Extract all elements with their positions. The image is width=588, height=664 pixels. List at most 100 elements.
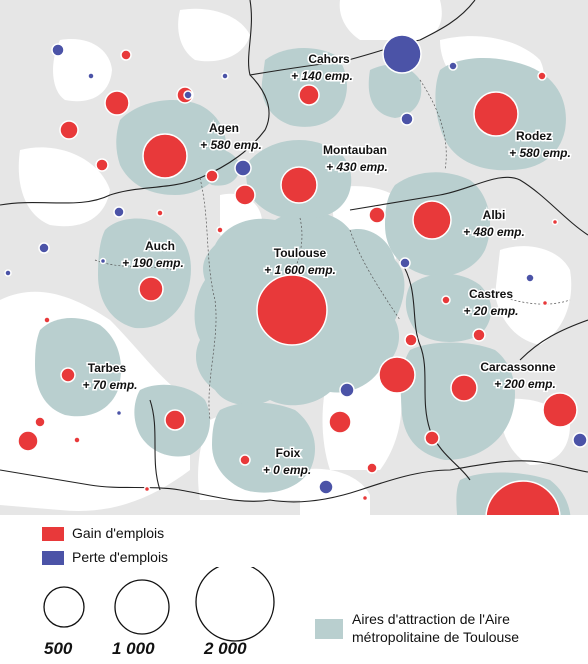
narbonne-loss-circle bbox=[572, 432, 588, 448]
small-gain-8 bbox=[441, 295, 451, 305]
size-label-500: 500 bbox=[44, 639, 73, 658]
borders bbox=[0, 0, 588, 503]
small-gain-16 bbox=[361, 494, 369, 502]
villeneuve-circle bbox=[59, 120, 79, 140]
small-gain-7 bbox=[537, 71, 547, 81]
loss-circle-1 bbox=[51, 43, 65, 57]
legend: Gain d'emplois Perte d'emplois 500 1 000… bbox=[0, 515, 588, 664]
foix-loss-circle bbox=[318, 479, 334, 495]
small-gain-9 bbox=[73, 436, 81, 444]
montauban-circle bbox=[280, 166, 318, 204]
lourdes-circle bbox=[17, 430, 39, 452]
cahors-circle bbox=[298, 84, 320, 106]
small-gain-17 bbox=[551, 218, 559, 226]
area-legend-label-1: Aires d'attraction de l'Aire bbox=[352, 611, 510, 627]
loss-circle-3 bbox=[399, 257, 411, 269]
area-swatch bbox=[315, 619, 343, 639]
svg-text:+ 0 emp.: + 0 emp. bbox=[263, 463, 311, 477]
gain-legend-label: Gain d'emplois bbox=[72, 525, 165, 541]
loss-circle-4 bbox=[38, 242, 50, 254]
auch-circle bbox=[138, 276, 164, 302]
small-gain-3 bbox=[34, 416, 46, 428]
gaillac-circle bbox=[368, 206, 386, 224]
small-gain-18 bbox=[541, 299, 549, 307]
city-label-castres: Castres + 20 emp. bbox=[462, 286, 520, 320]
svg-text:+ 190 emp.: + 190 emp. bbox=[122, 256, 184, 270]
svg-text:Agen: Agen bbox=[209, 121, 239, 135]
rodez-circle bbox=[473, 91, 519, 137]
svg-text:Carcassonne: Carcassonne bbox=[480, 360, 556, 374]
loss-circle-5 bbox=[113, 206, 125, 218]
castelsarrasin-circle bbox=[234, 184, 256, 206]
narbonne-circle bbox=[542, 392, 578, 428]
loss-circle-9 bbox=[525, 273, 535, 283]
size-legend bbox=[43, 567, 275, 642]
svg-text:Auch: Auch bbox=[145, 239, 175, 253]
city-labels: Cahors + 140 emp. Agen + 580 emp. Montau… bbox=[81, 51, 573, 479]
small-gain-1 bbox=[95, 158, 109, 172]
small-gain-5 bbox=[239, 454, 251, 466]
city-label-foix: Foix + 0 emp. bbox=[261, 445, 312, 479]
area-legend-label-2: métropolitaine de Toulouse bbox=[352, 629, 520, 645]
toulouse-circle bbox=[256, 274, 328, 346]
city-label-rodez: Rodez + 580 emp. bbox=[508, 128, 573, 162]
loss-circle-8 bbox=[221, 72, 229, 80]
small-gain-13 bbox=[216, 226, 224, 234]
svg-text:+ 140 emp.: + 140 emp. bbox=[291, 69, 353, 83]
loss-circle-12 bbox=[87, 72, 95, 80]
albi-circle bbox=[412, 200, 452, 240]
size-500-circle bbox=[43, 586, 85, 628]
svg-text:+ 70 emp.: + 70 emp. bbox=[82, 378, 137, 392]
svg-text:+ 580 emp.: + 580 emp. bbox=[509, 146, 571, 160]
limoux-circle bbox=[424, 430, 440, 446]
loss-circle-2 bbox=[400, 112, 414, 126]
small-gain-15 bbox=[143, 485, 151, 493]
city-label-cahors: Cahors + 140 emp. bbox=[290, 51, 355, 85]
small-gain-14 bbox=[43, 316, 51, 324]
svg-text:+ 1 600 emp.: + 1 600 emp. bbox=[264, 263, 336, 277]
svg-text:Cahors: Cahors bbox=[308, 52, 350, 66]
city-label-auch: Auch + 190 emp. bbox=[121, 238, 186, 272]
loss-circle-7 bbox=[448, 61, 458, 71]
size-label-2000: 2 000 bbox=[204, 639, 247, 658]
carcassonne-circle bbox=[450, 374, 478, 402]
small-gain-2 bbox=[205, 169, 219, 183]
mazamet-circle bbox=[472, 328, 486, 342]
loss-circles bbox=[4, 34, 588, 578]
city-label-agen: Agen + 580 emp. bbox=[199, 120, 264, 154]
city-label-montauban: Montauban + 430 emp. bbox=[322, 142, 390, 176]
loss-circle-10 bbox=[4, 269, 12, 277]
saint-gaudens-circle bbox=[164, 409, 186, 431]
svg-text:Montauban: Montauban bbox=[323, 143, 387, 157]
agen-circle bbox=[142, 133, 188, 179]
svg-text:Foix: Foix bbox=[276, 446, 301, 460]
svg-text:Rodez: Rodez bbox=[516, 129, 552, 143]
castelnaudary-circle bbox=[404, 333, 418, 347]
city-label-toulouse: Toulouse + 1 600 emp. bbox=[263, 245, 338, 279]
svg-text:Tarbes: Tarbes bbox=[88, 361, 127, 375]
svg-text:+ 480 emp.: + 480 emp. bbox=[463, 225, 525, 239]
carcassonne-east-circle bbox=[378, 356, 416, 394]
svg-text:+ 20 emp.: + 20 emp. bbox=[463, 304, 518, 318]
svg-text:+ 580 emp.: + 580 emp. bbox=[200, 138, 262, 152]
city-label-tarbes: Tarbes + 70 emp. bbox=[81, 360, 139, 394]
loss-circle-6 bbox=[183, 90, 193, 100]
svg-text:Albi: Albi bbox=[483, 208, 506, 222]
city-label-albi: Albi + 480 emp. bbox=[462, 207, 527, 241]
city-label-carcassonne: Carcassonne + 200 emp. bbox=[479, 359, 558, 393]
figeac-loss-circle bbox=[382, 34, 422, 74]
size-2000-circle bbox=[195, 567, 275, 642]
agen-east-loss-circle bbox=[234, 159, 252, 177]
gain-swatch bbox=[42, 527, 64, 541]
small-gain-4 bbox=[120, 49, 132, 61]
svg-text:Toulouse: Toulouse bbox=[274, 246, 327, 260]
tarbes-circle bbox=[60, 367, 76, 383]
small-gain-10 bbox=[156, 209, 164, 217]
svg-text:+ 200 emp.: + 200 emp. bbox=[494, 377, 556, 391]
loss-circle-14 bbox=[99, 257, 107, 265]
marmande-circle bbox=[104, 90, 130, 116]
loss-swatch bbox=[42, 551, 64, 565]
size-label-1000: 1 000 bbox=[112, 639, 155, 658]
loss-circle-13 bbox=[115, 409, 123, 417]
